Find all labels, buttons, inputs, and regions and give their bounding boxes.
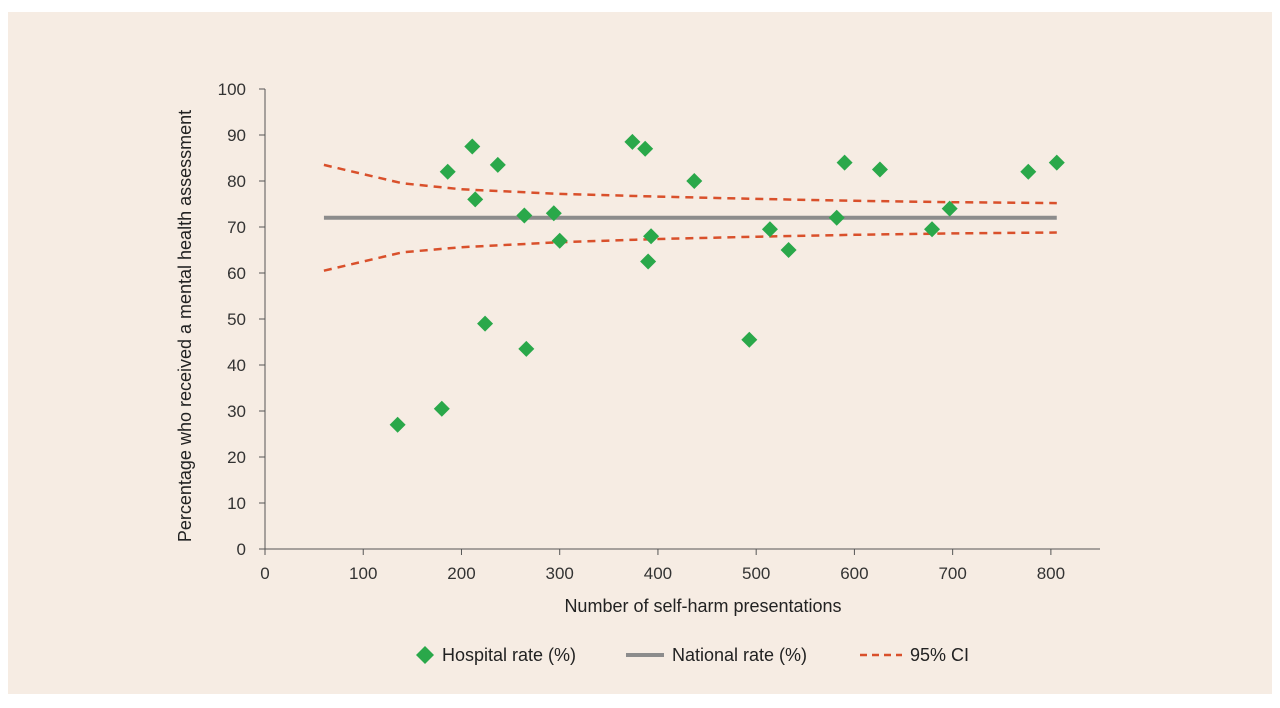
y-tick-label: 10	[227, 494, 246, 513]
axes: 0 10 20 30 40 50 60 70 80 90 100 0 100 200 300 400 500 60…	[218, 80, 1100, 583]
chart-panel	[8, 12, 1272, 694]
hospital-point	[941, 200, 958, 217]
ci-lines	[323, 163, 1057, 272]
y-tick-label: 70	[227, 218, 246, 237]
x-tick-label: 700	[938, 564, 966, 583]
hospital-point	[477, 315, 494, 332]
legend-label-hospital: Hospital rate (%)	[442, 645, 576, 665]
hospital-point	[516, 207, 533, 224]
y-axis-title: Percentage who received a mental health …	[175, 110, 195, 542]
hospital-points	[389, 133, 1065, 433]
hospital-point	[761, 221, 778, 238]
y-tick-label: 0	[237, 540, 246, 559]
hospital-point	[780, 242, 797, 258]
hospital-point	[551, 232, 568, 249]
x-tick-label: 300	[546, 564, 574, 583]
y-tick-label: 60	[227, 264, 246, 283]
y-tick-label: 100	[218, 80, 246, 99]
hospital-point	[518, 340, 535, 357]
x-tick-label: 600	[840, 564, 868, 583]
x-tick-label: 0	[260, 564, 269, 583]
y-tick-label: 20	[227, 448, 246, 467]
hospital-point	[464, 138, 481, 155]
hospital-point	[640, 253, 657, 270]
legend-label-national: National rate (%)	[672, 645, 807, 665]
hospital-point	[828, 209, 845, 226]
x-tick-label: 200	[447, 564, 475, 583]
hospital-point	[836, 154, 853, 171]
hospital-point	[624, 133, 641, 150]
hospital-point	[686, 173, 703, 189]
y-tick-label: 50	[227, 310, 246, 329]
legend-label-ci: 95% CI	[910, 645, 969, 665]
hospital-point	[637, 140, 654, 157]
hospital-point	[545, 205, 562, 222]
hospital-point	[871, 161, 888, 178]
ci-lower-line	[323, 231, 1057, 272]
x-tick-label: 100	[349, 564, 377, 583]
x-tick-label: 800	[1037, 564, 1065, 583]
y-tick-label: 40	[227, 356, 246, 375]
hospital-point	[389, 416, 406, 433]
hospital-point	[643, 228, 660, 245]
y-tick-label: 80	[227, 172, 246, 191]
x-tick-label: 500	[742, 564, 770, 583]
ci-upper-line	[323, 163, 1057, 205]
x-axis-title: Number of self-harm presentations	[564, 596, 841, 616]
y-tick-label: 30	[227, 402, 246, 421]
hospital-point	[439, 163, 456, 180]
hospital-point	[1048, 154, 1065, 171]
legend: Hospital rate (%) National rate (%) 95% …	[416, 645, 969, 665]
hospital-point	[467, 191, 484, 208]
legend-diamond-icon	[416, 646, 434, 664]
hospital-point	[741, 331, 758, 348]
y-tick-label: 90	[227, 126, 246, 145]
hospital-point	[433, 400, 450, 417]
hospital-point	[924, 221, 941, 238]
hospital-point	[489, 156, 506, 173]
hospital-point	[1020, 163, 1037, 180]
x-tick-label: 400	[644, 564, 672, 583]
